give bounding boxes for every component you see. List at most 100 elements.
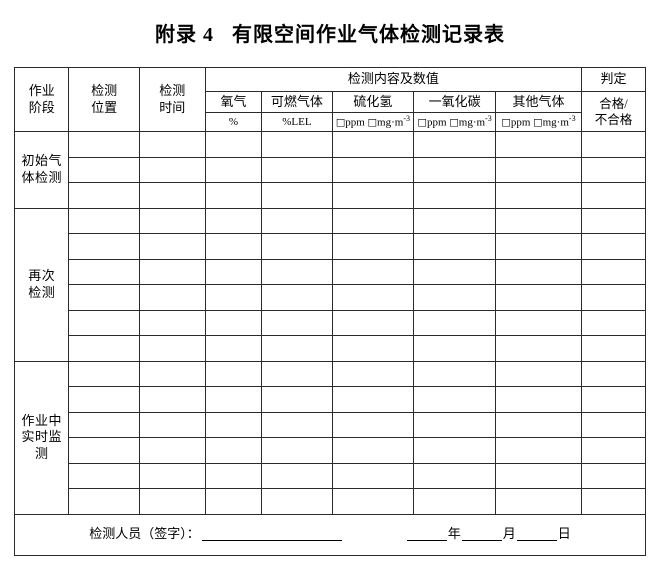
- checkbox-ppm-h2s-icon[interactable]: □: [335, 117, 346, 129]
- data-cell[interactable]: [261, 411, 333, 438]
- data-cell[interactable]: [138, 233, 206, 260]
- data-cell[interactable]: [261, 131, 333, 158]
- data-cell[interactable]: [495, 258, 582, 285]
- data-cell[interactable]: [581, 131, 646, 158]
- data-cell[interactable]: [331, 258, 415, 285]
- data-cell[interactable]: [413, 258, 496, 285]
- data-cell[interactable]: [581, 233, 646, 260]
- data-cell[interactable]: [331, 182, 415, 209]
- data-cell[interactable]: [331, 309, 415, 336]
- data-cell[interactable]: [261, 284, 333, 311]
- data-cell[interactable]: [68, 207, 140, 234]
- data-cell[interactable]: [68, 284, 140, 311]
- data-cell[interactable]: [331, 233, 415, 260]
- data-cell[interactable]: [495, 207, 582, 234]
- data-cell[interactable]: [204, 258, 263, 285]
- data-cell[interactable]: [581, 386, 646, 413]
- data-cell[interactable]: [204, 335, 263, 362]
- data-cell[interactable]: [68, 131, 140, 158]
- data-cell[interactable]: [413, 309, 496, 336]
- data-cell[interactable]: [495, 182, 582, 209]
- year-blank[interactable]: [406, 540, 447, 542]
- data-cell[interactable]: [495, 335, 582, 362]
- data-cell[interactable]: [138, 207, 206, 234]
- data-cell[interactable]: [495, 437, 582, 464]
- data-cell[interactable]: [331, 284, 415, 311]
- data-cell[interactable]: [138, 182, 206, 209]
- checkbox-ppm-other-icon[interactable]: □: [501, 117, 511, 129]
- data-cell[interactable]: [581, 258, 646, 285]
- data-cell[interactable]: [68, 258, 140, 285]
- data-cell[interactable]: [331, 462, 415, 489]
- day-blank[interactable]: [516, 540, 557, 542]
- data-cell[interactable]: [413, 207, 496, 234]
- data-cell[interactable]: [138, 386, 206, 413]
- data-cell[interactable]: [413, 131, 496, 158]
- data-cell[interactable]: [204, 131, 263, 158]
- data-cell[interactable]: [495, 488, 582, 515]
- data-cell[interactable]: [261, 488, 333, 515]
- data-cell[interactable]: [495, 411, 582, 438]
- checkbox-mass-other-icon[interactable]: □: [533, 117, 543, 129]
- data-cell[interactable]: [261, 258, 333, 285]
- data-cell[interactable]: [413, 488, 496, 515]
- data-cell[interactable]: [204, 462, 263, 489]
- data-cell[interactable]: [204, 411, 263, 438]
- data-cell[interactable]: [581, 156, 646, 183]
- data-cell[interactable]: [204, 360, 263, 387]
- data-cell[interactable]: [68, 386, 140, 413]
- data-cell[interactable]: [495, 386, 582, 413]
- data-cell[interactable]: [261, 437, 333, 464]
- data-cell[interactable]: [581, 488, 646, 515]
- data-cell[interactable]: [581, 360, 646, 387]
- data-cell[interactable]: [204, 488, 263, 515]
- data-cell[interactable]: [331, 411, 415, 438]
- data-cell[interactable]: [68, 309, 140, 336]
- data-cell[interactable]: [261, 360, 333, 387]
- data-cell[interactable]: [204, 182, 263, 209]
- checkbox-ppm-co-icon[interactable]: □: [417, 117, 427, 129]
- data-cell[interactable]: [261, 309, 333, 336]
- data-cell[interactable]: [204, 309, 263, 336]
- data-cell[interactable]: [138, 360, 206, 387]
- data-cell[interactable]: [331, 386, 415, 413]
- data-cell[interactable]: [413, 335, 496, 362]
- data-cell[interactable]: [68, 335, 140, 362]
- data-cell[interactable]: [68, 437, 140, 464]
- data-cell[interactable]: [138, 437, 206, 464]
- data-cell[interactable]: [138, 284, 206, 311]
- data-cell[interactable]: [495, 156, 582, 183]
- data-cell[interactable]: [68, 488, 140, 515]
- data-cell[interactable]: [68, 156, 140, 183]
- data-cell[interactable]: [138, 462, 206, 489]
- data-cell[interactable]: [68, 182, 140, 209]
- data-cell[interactable]: [331, 360, 415, 387]
- data-cell[interactable]: [581, 309, 646, 336]
- data-cell[interactable]: [138, 411, 206, 438]
- data-cell[interactable]: [413, 284, 496, 311]
- data-cell[interactable]: [413, 411, 496, 438]
- data-cell[interactable]: [68, 462, 140, 489]
- data-cell[interactable]: [413, 360, 496, 387]
- data-cell[interactable]: [413, 233, 496, 260]
- data-cell[interactable]: [138, 309, 206, 336]
- data-cell[interactable]: [261, 207, 333, 234]
- data-cell[interactable]: [138, 258, 206, 285]
- data-cell[interactable]: [413, 386, 496, 413]
- data-cell[interactable]: [261, 386, 333, 413]
- checkbox-mass-h2s-icon[interactable]: □: [367, 117, 378, 129]
- data-cell[interactable]: [68, 360, 140, 387]
- data-cell[interactable]: [331, 488, 415, 515]
- data-cell[interactable]: [413, 182, 496, 209]
- data-cell[interactable]: [413, 462, 496, 489]
- data-cell[interactable]: [68, 411, 140, 438]
- data-cell[interactable]: [68, 233, 140, 260]
- data-cell[interactable]: [204, 437, 263, 464]
- data-cell[interactable]: [138, 156, 206, 183]
- data-cell[interactable]: [204, 207, 263, 234]
- data-cell[interactable]: [581, 182, 646, 209]
- data-cell[interactable]: [495, 131, 582, 158]
- month-blank[interactable]: [461, 540, 502, 542]
- signature-blank[interactable]: [201, 540, 342, 542]
- data-cell[interactable]: [331, 335, 415, 362]
